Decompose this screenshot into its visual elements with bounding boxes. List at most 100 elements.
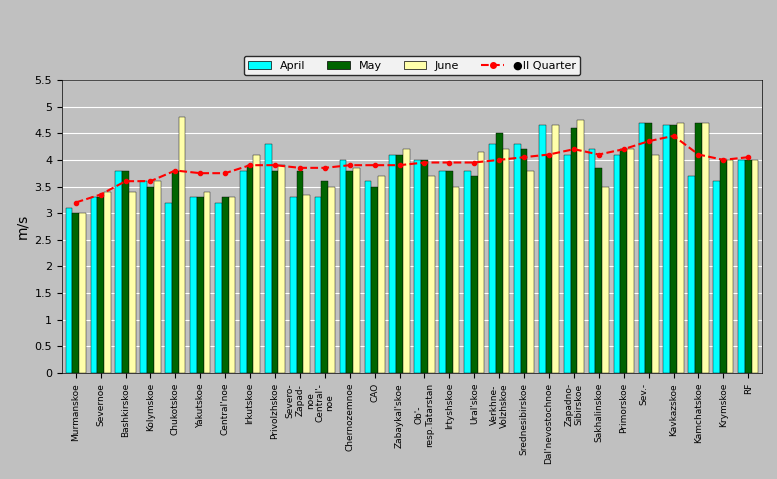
●II Quarter: [171, 168, 180, 173]
Bar: [489, 144, 496, 373]
●II Quarter: [270, 162, 280, 168]
●II Quarter: [370, 162, 379, 168]
Bar: [564, 155, 570, 373]
Bar: [552, 125, 559, 373]
Bar: [439, 171, 446, 373]
Bar: [116, 171, 122, 373]
●II Quarter: [221, 171, 230, 176]
Bar: [253, 155, 260, 373]
Bar: [677, 123, 684, 373]
Bar: [303, 194, 310, 373]
Bar: [738, 160, 745, 373]
Bar: [315, 197, 322, 373]
Bar: [726, 160, 733, 373]
Bar: [521, 149, 528, 373]
Bar: [147, 186, 154, 373]
Bar: [652, 155, 659, 373]
Bar: [503, 149, 509, 373]
Bar: [290, 197, 297, 373]
Bar: [664, 125, 671, 373]
Bar: [91, 197, 97, 373]
Bar: [421, 160, 428, 373]
Bar: [97, 197, 104, 373]
Bar: [204, 192, 211, 373]
●II Quarter: [420, 160, 429, 165]
Bar: [446, 171, 453, 373]
Bar: [695, 123, 702, 373]
●II Quarter: [644, 138, 653, 144]
Bar: [577, 120, 584, 373]
Bar: [702, 123, 709, 373]
Bar: [595, 168, 602, 373]
Bar: [589, 149, 595, 373]
●II Quarter: [719, 157, 728, 163]
●II Quarter: [320, 165, 329, 171]
Bar: [353, 168, 360, 373]
●II Quarter: [494, 157, 503, 163]
Bar: [627, 149, 634, 373]
Bar: [247, 165, 253, 373]
Bar: [478, 152, 484, 373]
Bar: [389, 155, 396, 373]
Bar: [278, 165, 285, 373]
Bar: [179, 117, 186, 373]
●II Quarter: [295, 165, 305, 171]
Bar: [240, 171, 247, 373]
Bar: [129, 192, 136, 373]
Bar: [713, 181, 720, 373]
Bar: [215, 203, 221, 373]
Bar: [328, 186, 335, 373]
Bar: [154, 181, 161, 373]
Bar: [172, 171, 179, 373]
Bar: [396, 155, 403, 373]
Bar: [322, 181, 328, 373]
Bar: [570, 128, 577, 373]
Bar: [720, 160, 726, 373]
Bar: [428, 176, 434, 373]
Legend: April, May, June, ●II Quarter: April, May, June, ●II Quarter: [244, 56, 580, 75]
●II Quarter: [71, 200, 80, 205]
Bar: [265, 144, 272, 373]
Bar: [414, 160, 421, 373]
●II Quarter: [196, 171, 205, 176]
Bar: [221, 197, 228, 373]
●II Quarter: [246, 162, 255, 168]
Bar: [453, 186, 459, 373]
Bar: [65, 208, 72, 373]
Bar: [197, 197, 204, 373]
●II Quarter: [744, 154, 753, 160]
Bar: [464, 171, 471, 373]
Bar: [166, 203, 172, 373]
Bar: [639, 123, 645, 373]
Bar: [141, 181, 147, 373]
●II Quarter: [594, 152, 604, 158]
Bar: [496, 133, 503, 373]
●II Quarter: [444, 160, 454, 165]
Bar: [79, 213, 85, 373]
Bar: [104, 192, 111, 373]
●II Quarter: [520, 154, 529, 160]
Bar: [645, 123, 652, 373]
●II Quarter: [96, 192, 106, 197]
Bar: [688, 176, 695, 373]
●II Quarter: [395, 162, 404, 168]
Bar: [751, 160, 758, 373]
Bar: [371, 186, 378, 373]
●II Quarter: [694, 152, 703, 158]
Bar: [72, 213, 79, 373]
Bar: [272, 171, 278, 373]
Bar: [340, 160, 347, 373]
●II Quarter: [121, 178, 131, 184]
Bar: [471, 176, 478, 373]
Bar: [297, 171, 303, 373]
Bar: [190, 197, 197, 373]
Line: ●II Quarter: ●II Quarter: [74, 134, 751, 205]
Bar: [378, 176, 385, 373]
●II Quarter: [570, 146, 579, 152]
Bar: [602, 186, 609, 373]
Bar: [347, 171, 353, 373]
Bar: [403, 149, 409, 373]
Bar: [528, 171, 535, 373]
Bar: [671, 125, 677, 373]
●II Quarter: [469, 160, 479, 165]
